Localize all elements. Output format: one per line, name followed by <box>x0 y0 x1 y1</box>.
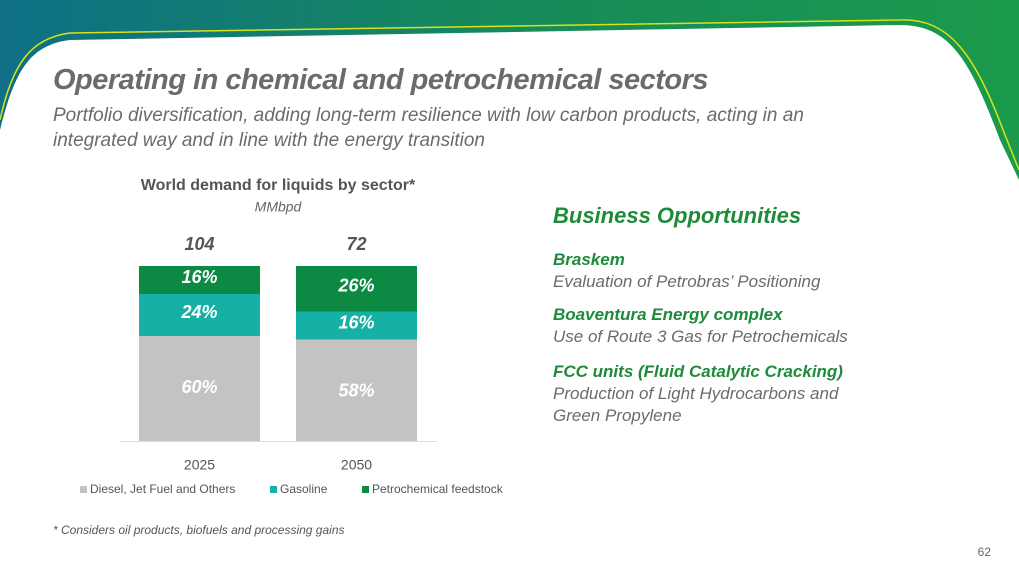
x-tick-label: 2050 <box>341 457 372 473</box>
bar-segment <box>139 336 260 441</box>
opportunity-text: Evaluation of Petrobras’ Positioning <box>553 272 821 291</box>
bar-segment <box>139 266 260 294</box>
legend-label: Petrochemical feedstock <box>372 482 504 496</box>
bar-segment <box>139 294 260 336</box>
legend-swatch <box>362 486 369 493</box>
total-label: 104 <box>184 234 214 254</box>
opportunity-title: Braskem <box>553 250 625 269</box>
data-label: 58% <box>338 380 374 400</box>
data-label: 16% <box>181 267 217 287</box>
chart: World demand for liquids by sector* MMbp… <box>80 177 504 496</box>
opportunity-text: Use of Route 3 Gas for Petrochemicals <box>553 327 848 346</box>
bar-segment <box>296 311 417 340</box>
bar-segment <box>296 266 417 312</box>
opportunity: Boaventura Energy complex Use of Route 3 … <box>553 304 883 348</box>
data-label: 26% <box>337 276 374 296</box>
x-tick-label: 2025 <box>184 457 215 473</box>
legend-swatch <box>270 486 277 493</box>
total-label: 72 <box>346 234 366 254</box>
chart-subtitle: MMbpd <box>255 199 303 215</box>
legend-label: Diesel, Jet Fuel and Others <box>90 482 235 496</box>
opportunity-text: Production of Light Hydrocarbons and Gre… <box>553 384 839 425</box>
footnote: * Considers oil products, biofuels and p… <box>53 523 345 537</box>
opportunities-heading: Business Opportunities <box>553 203 802 228</box>
subtitle: Portfolio diversification, adding long-t… <box>53 105 804 151</box>
opportunity: Braskem Evaluation of Petrobras’ Position… <box>553 249 883 293</box>
data-label: 16% <box>338 312 374 332</box>
opportunity-title: Boaventura Energy complex <box>553 305 783 324</box>
bar-segment <box>296 339 417 441</box>
data-label: 24% <box>180 302 217 322</box>
opportunity-title: FCC units (Fluid Catalytic Cracking) <box>553 362 843 381</box>
page-number: 62 <box>977 545 991 559</box>
data-label: 60% <box>181 377 217 397</box>
legend-swatch <box>80 486 87 493</box>
legend-label: Gasoline <box>280 482 328 496</box>
title: Operating in chemical and petrochemical … <box>53 64 709 96</box>
opportunity: FCC units (Fluid Catalytic Cracking) Prod… <box>553 361 883 427</box>
chart-title: World demand for liquids by sector* <box>141 177 416 194</box>
